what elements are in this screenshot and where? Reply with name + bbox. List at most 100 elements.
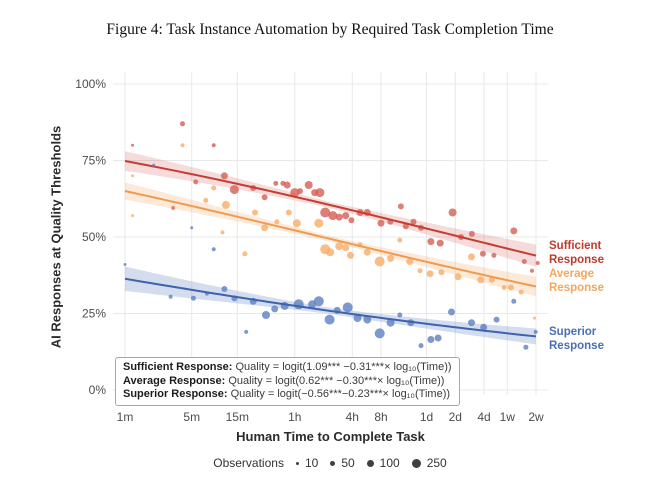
point-superior — [262, 311, 270, 319]
point-superior — [427, 336, 435, 343]
equation-sufficient-label: Sufficient Response: — [123, 361, 233, 373]
point-sufficient — [530, 268, 534, 273]
equation-average: Average Response: Quality = logit(0.62**… — [123, 375, 452, 389]
size-dot-icon — [295, 461, 299, 465]
point-superior — [468, 319, 475, 327]
equation-average-formula: Quality = logit(0.62*** −0.30***× log₁₀(… — [228, 374, 445, 387]
point-superior — [511, 298, 517, 304]
point-average — [131, 174, 135, 178]
point-average — [438, 269, 445, 276]
equation-average-label: Average Response: — [123, 374, 226, 387]
point-sufficient — [220, 172, 228, 180]
point-sufficient — [377, 219, 385, 227]
point-average — [292, 219, 301, 228]
size-legend-item-10: 10 — [295, 456, 319, 470]
point-superior — [211, 247, 216, 252]
point-sufficient — [491, 252, 497, 258]
equation-box: Sufficient Response: Quality = logit(1.0… — [115, 357, 460, 406]
size-legend-item-250: 250 — [411, 456, 447, 470]
size-legend-title: Observations — [213, 456, 284, 470]
ci-band-sufficient — [125, 151, 536, 267]
point-superior — [190, 226, 194, 230]
point-average — [342, 244, 350, 252]
point-average — [252, 209, 258, 216]
point-sufficient — [397, 203, 404, 210]
point-sufficient — [290, 188, 300, 198]
series-label-superior: Superior Response — [549, 326, 604, 352]
point-sufficient — [427, 238, 435, 246]
gridlines — [113, 72, 548, 395]
point-sufficient — [193, 179, 199, 185]
point-average — [285, 209, 292, 216]
size-legend: Observations 10 50 100 250 — [0, 456, 660, 470]
point-superior — [397, 312, 403, 318]
point-sufficient — [171, 205, 176, 210]
points-average — [131, 143, 536, 320]
point-average — [274, 219, 280, 225]
x-axis-title: Human Time to Complete Task — [236, 429, 425, 444]
point-sufficient — [348, 217, 355, 224]
point-average — [518, 289, 524, 295]
point-superior — [313, 296, 324, 307]
point-superior — [190, 295, 196, 301]
point-average — [363, 248, 371, 256]
points-superior — [123, 163, 538, 350]
series-sufficient — [124, 121, 540, 273]
point-superior — [448, 308, 455, 316]
y-axis-title: AI Responses at Quality Thresholds — [48, 125, 64, 349]
point-average — [261, 224, 269, 232]
size-dot-icon — [366, 459, 374, 467]
series-superior — [123, 163, 538, 350]
point-average — [477, 276, 485, 284]
x-tick-4h: 4h — [346, 410, 359, 424]
equation-superior-formula: Quality = logit(−0.56***−0.23***× log₁₀(… — [230, 388, 451, 400]
point-average — [468, 253, 475, 261]
point-average — [242, 251, 248, 257]
point-sufficient — [283, 181, 291, 189]
point-sufficient — [410, 218, 417, 225]
equation-sufficient: Sufficient Response: Quality = logit(1.0… — [123, 361, 452, 375]
point-superior — [168, 294, 173, 299]
point-sufficient — [335, 213, 343, 221]
point-superior — [418, 343, 424, 349]
x-tick-8h: 8h — [374, 410, 387, 424]
point-sufficient — [510, 227, 518, 235]
x-tick-15m: 15m — [226, 410, 249, 424]
point-sufficient — [328, 211, 338, 221]
x-tick-5m: 5m — [183, 410, 200, 424]
x-tick-1w: 1w — [500, 410, 516, 424]
x-tick-4d: 4d — [477, 410, 490, 424]
point-superior — [123, 263, 127, 266]
point-average — [397, 237, 403, 243]
x-tick-labels: 1m 5m 15m 1h 4h 8h 1d 2d 4d 1w 2w — [117, 410, 544, 424]
size-dot-icon — [411, 458, 421, 468]
point-sufficient — [448, 208, 457, 217]
size-legend-item-50: 50 — [330, 456, 355, 470]
point-average — [454, 273, 462, 281]
point-sufficient — [261, 194, 268, 201]
equation-superior: Superior Response: Quality = logit(−0.56… — [123, 388, 452, 402]
point-sufficient — [229, 185, 239, 195]
point-sufficient — [211, 143, 216, 148]
point-superior — [374, 328, 385, 339]
point-sufficient — [304, 181, 313, 189]
point-superior — [434, 334, 442, 342]
point-average — [221, 200, 230, 209]
point-superior — [221, 286, 228, 292]
point-sufficient — [521, 259, 527, 264]
point-superior — [244, 329, 249, 334]
y-tick-50: 50% — [82, 230, 106, 244]
size-dot-label: 10 — [304, 456, 319, 470]
x-tick-1h: 1h — [288, 410, 301, 424]
point-sufficient — [273, 180, 279, 186]
point-average — [180, 143, 185, 148]
point-average — [211, 185, 217, 191]
x-tick-1d: 1d — [420, 410, 433, 424]
point-superior — [342, 302, 353, 313]
point-sufficient — [436, 239, 444, 247]
point-sufficient — [131, 143, 135, 147]
x-tick-1m: 1m — [117, 410, 134, 424]
series-label-sufficient: Sufficient Response — [549, 240, 604, 266]
